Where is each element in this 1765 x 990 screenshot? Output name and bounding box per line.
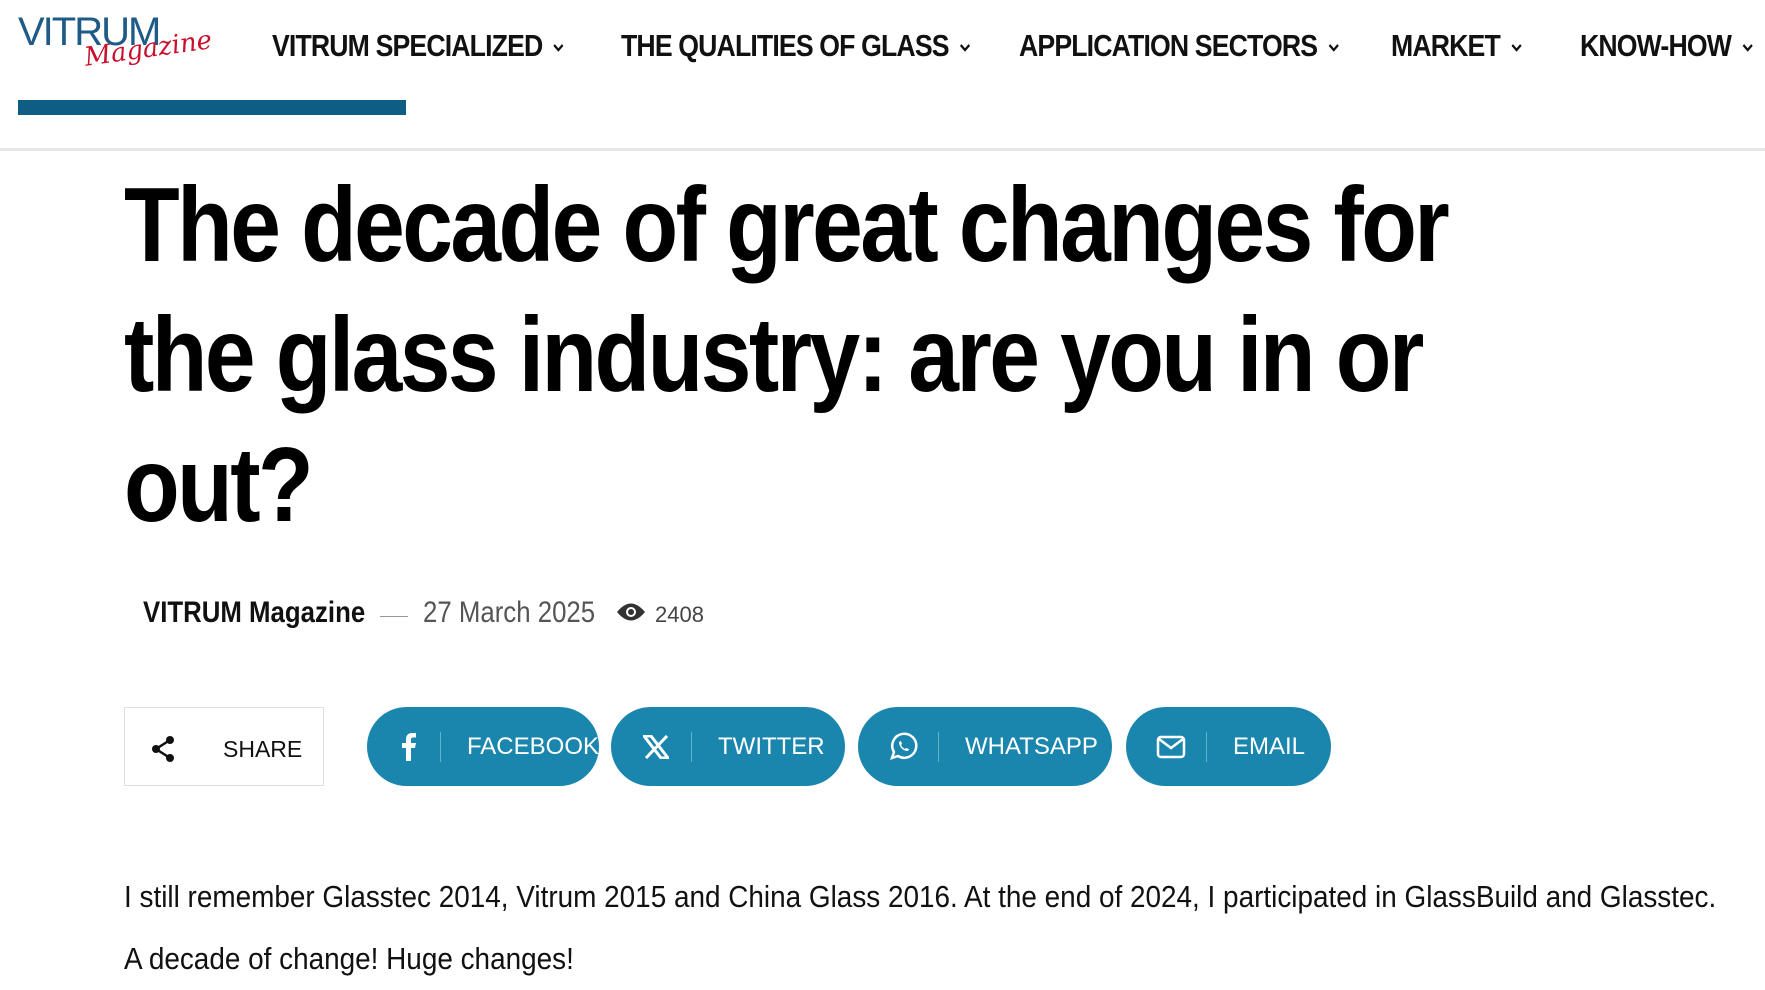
chevron [1742,43,1753,52]
share-icon [1156,735,1186,759]
divider [691,731,692,762]
share-button[interactable]: FACEBOOK [367,707,599,786]
views-icon [617,603,645,621]
nav-item[interactable]: THE QUALITIES OF GLASS [621,28,971,64]
share-button-label: TWITTER [718,732,825,760]
share-icon [397,732,420,761]
views: 2408 [655,602,704,627]
nav-item[interactable]: KNOW-HOW [1580,28,1753,64]
chevron [959,43,971,52]
divider [938,731,939,762]
nav-label: VITRUM SPECIALIZED [272,28,543,63]
paragraph: I still remember Glasstec 2014, Vitrum 2… [124,879,1717,976]
chevron [1328,43,1339,52]
share-button-label: FACEBOOK [466,732,599,760]
nav-label: KNOW-HOW [1580,28,1732,63]
author[interactable]: VITRUM Magazine [143,596,366,629]
share-label: SHARE [223,736,303,762]
share-button[interactable]: WHATSAPP [858,707,1112,786]
share-button[interactable]: EMAIL [1126,707,1331,786]
share-icon [888,732,918,762]
article-title: The decade of great changes for the glas… [124,166,1450,544]
share-box: SHARE [124,707,324,786]
share-button-label: WHATSAPP [965,732,1098,760]
divider [440,731,441,762]
nav-item[interactable]: VITRUM SPECIALIZED [272,28,565,64]
share-button-label: EMAIL [1233,732,1306,760]
date: 27 March 2025 [423,596,596,629]
divider [1206,731,1207,762]
nav-label: MARKET [1391,28,1501,63]
share-icon [152,736,174,762]
chevron [1511,43,1522,52]
logo[interactable]: VITRUM [18,10,161,54]
chevron [553,43,564,52]
top-bar [0,0,1765,151]
nav-label: THE QUALITIES OF GLASS [621,28,950,63]
nav-item[interactable]: MARKET [1391,28,1522,64]
separator [380,616,408,617]
accent-bar [18,100,406,115]
nav-item[interactable]: APPLICATION SECTORS [1019,28,1340,64]
nav-label: APPLICATION SECTORS [1019,28,1318,63]
share-button[interactable]: TWITTER [611,707,845,786]
share-icon [641,734,671,759]
